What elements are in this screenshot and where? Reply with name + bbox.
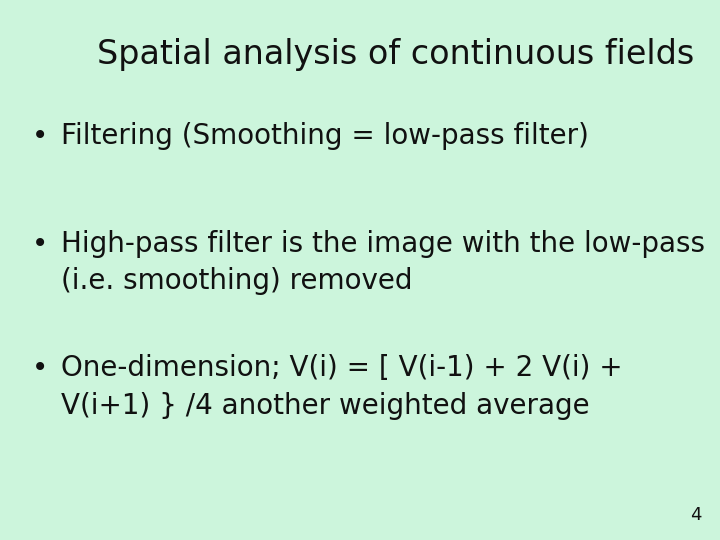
Text: Filtering (Smoothing = low-pass filter): Filtering (Smoothing = low-pass filter)	[61, 122, 589, 150]
Text: 4: 4	[690, 506, 702, 524]
Text: Spatial analysis of continuous fields: Spatial analysis of continuous fields	[97, 38, 695, 71]
Text: High-pass filter is the image with the low-pass
(i.e. smoothing) removed: High-pass filter is the image with the l…	[61, 230, 705, 295]
Text: •: •	[32, 230, 48, 258]
Text: One-dimension; V(i) = [ V(i-1) + 2 V(i) +
V(i+1) } /4 another weighted average: One-dimension; V(i) = [ V(i-1) + 2 V(i) …	[61, 354, 623, 420]
Text: •: •	[32, 122, 48, 150]
Text: •: •	[32, 354, 48, 382]
